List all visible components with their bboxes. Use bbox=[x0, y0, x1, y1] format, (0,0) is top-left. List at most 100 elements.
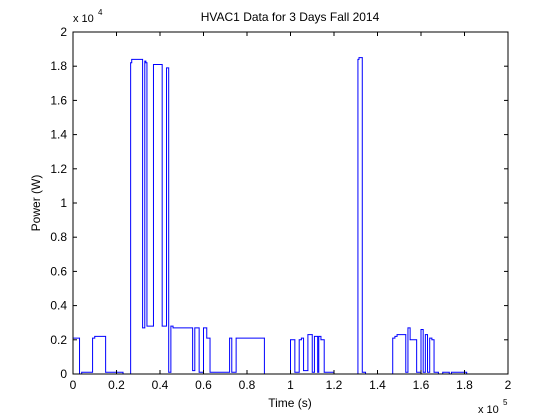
data-point bbox=[429, 337, 431, 339]
y-tick-label: 0.2 bbox=[50, 333, 67, 347]
data-point bbox=[81, 371, 83, 373]
y-axis: 0 0.2 0.4 0.6 0.8 1 1.2 1.4 1.6 1.8 2 bbox=[50, 25, 508, 381]
data-point bbox=[307, 370, 309, 371]
data-point bbox=[303, 337, 304, 339]
data-point bbox=[298, 339, 300, 341]
data-point bbox=[317, 371, 319, 373]
data-point bbox=[146, 325, 148, 327]
data-point bbox=[192, 327, 194, 329]
data-point bbox=[122, 371, 124, 373]
data-point bbox=[79, 337, 80, 339]
data-point bbox=[394, 335, 396, 337]
data-point bbox=[142, 327, 144, 329]
data-point bbox=[166, 325, 167, 327]
y-tick-label: 1 bbox=[60, 196, 67, 210]
data-point bbox=[229, 371, 231, 373]
y-multiplier-base: x 10 bbox=[73, 13, 94, 25]
data-point bbox=[424, 334, 426, 336]
x-axis: 0 0.2 0.4 0.6 0.8 1 1.2 1.4 1.6 1.8 2 bbox=[70, 32, 512, 392]
data-point bbox=[451, 371, 452, 373]
y-tick-label: 0.8 bbox=[50, 230, 67, 244]
data-point bbox=[144, 60, 146, 62]
x-tick-label: 2 bbox=[505, 378, 512, 392]
data-point bbox=[192, 370, 194, 371]
y-multiplier-exponent: 4 bbox=[98, 8, 103, 17]
data-point bbox=[405, 371, 407, 373]
data-point bbox=[161, 325, 163, 327]
data-point bbox=[172, 327, 174, 329]
x-tick-label: 0 bbox=[70, 378, 77, 392]
data-point bbox=[320, 335, 322, 337]
data-point bbox=[358, 58, 360, 60]
data-point bbox=[429, 371, 431, 373]
data-point bbox=[361, 57, 363, 59]
y-axis-label: Power (W) bbox=[29, 175, 43, 232]
data-point bbox=[427, 334, 428, 336]
data-point bbox=[323, 339, 325, 341]
data-point bbox=[422, 371, 424, 373]
series-line bbox=[72, 57, 468, 375]
data-point bbox=[357, 58, 359, 60]
data-point bbox=[300, 339, 302, 341]
data-point bbox=[314, 335, 315, 337]
data-point bbox=[431, 337, 433, 339]
data-point bbox=[144, 327, 146, 329]
x-tick-label: 0.4 bbox=[152, 378, 169, 392]
y-tick-label: 1.6 bbox=[50, 93, 67, 107]
data-point bbox=[420, 329, 422, 330]
data-point bbox=[311, 334, 313, 336]
data-point bbox=[168, 67, 170, 69]
x-tick-label: 1.6 bbox=[413, 378, 430, 392]
data-point bbox=[433, 339, 435, 341]
data-point bbox=[105, 335, 107, 337]
data-point bbox=[416, 371, 418, 373]
data-point bbox=[405, 334, 407, 336]
x-tick-label: 1.8 bbox=[456, 378, 473, 392]
data-point bbox=[172, 325, 174, 327]
data-point bbox=[229, 337, 231, 339]
data-point bbox=[92, 337, 93, 339]
data-point bbox=[166, 67, 167, 69]
data-point bbox=[303, 370, 304, 371]
data-point bbox=[409, 327, 411, 329]
data-point bbox=[396, 335, 398, 337]
data-point bbox=[317, 335, 319, 337]
data-point bbox=[94, 337, 96, 339]
y-tick-label: 1.8 bbox=[50, 59, 67, 73]
data-point bbox=[206, 327, 208, 329]
data-point bbox=[300, 337, 302, 339]
data-point bbox=[209, 337, 211, 339]
x-tick-label: 0.6 bbox=[195, 378, 212, 392]
data-point bbox=[264, 337, 265, 339]
x-tick-label: 1.2 bbox=[326, 378, 343, 392]
y-tick-label: 1.2 bbox=[50, 162, 67, 176]
data-point bbox=[131, 62, 133, 64]
x-tick-label: 1 bbox=[287, 378, 294, 392]
x-multiplier-exponent: 5 bbox=[503, 398, 508, 407]
data-point bbox=[206, 337, 208, 339]
data-point bbox=[170, 371, 172, 373]
x-tick-label: 0.2 bbox=[108, 378, 125, 392]
data-point bbox=[407, 327, 409, 329]
data-point bbox=[290, 339, 291, 341]
data-point bbox=[424, 371, 426, 373]
data-point bbox=[142, 58, 144, 60]
data-point bbox=[235, 337, 237, 339]
data-point bbox=[92, 371, 93, 373]
data-point bbox=[131, 58, 133, 60]
x-axis-multiplier: x 10 5 bbox=[478, 398, 508, 416]
data-point bbox=[323, 371, 325, 373]
y-tick-label: 2 bbox=[60, 25, 67, 39]
data-point bbox=[320, 339, 322, 341]
data-point bbox=[203, 327, 204, 329]
data-point bbox=[198, 327, 200, 329]
plot-area bbox=[73, 32, 508, 374]
data-point bbox=[94, 335, 96, 337]
data-point bbox=[409, 339, 411, 341]
data-point bbox=[416, 339, 418, 341]
data-point bbox=[145, 60, 147, 62]
data-point bbox=[153, 325, 154, 327]
data-point bbox=[365, 371, 366, 373]
data-point bbox=[235, 371, 237, 373]
